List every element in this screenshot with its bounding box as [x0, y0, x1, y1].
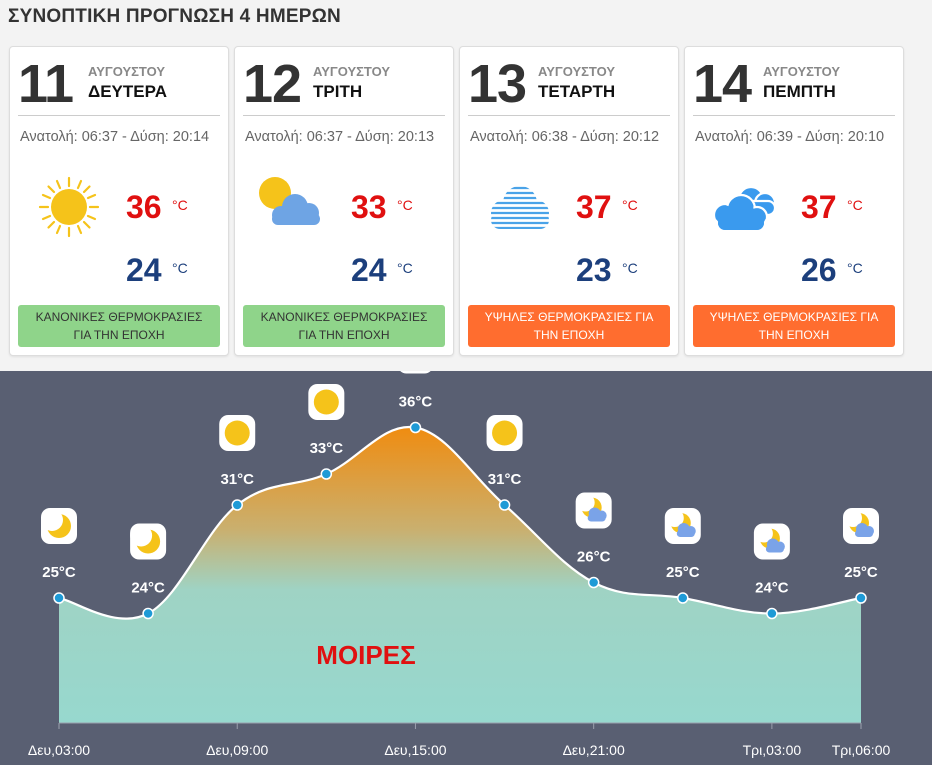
data-label: 24°C [131, 580, 165, 597]
day-card: 11 ΑΥΓΟΥΣΤΟΥ ΔΕΥΤΕΡΑ Ανατολή: 06:37 - Δύ… [9, 46, 229, 356]
sun-icon [486, 415, 523, 451]
min-unit: °C [847, 260, 863, 276]
month-label: ΑΥΓΟΥΣΤΟΥ [88, 64, 166, 79]
page-title: ΣΥΝΟΠΤΙΚΗ ΠΡΟΓΝΩΣΗ 4 ΗΜΕΡΩΝ [8, 6, 341, 27]
max-temperature: 36 [126, 189, 162, 225]
x-tick-label: Δευ,03:00 [28, 742, 90, 758]
day-card: 14 ΑΥΓΟΥΣΤΟΥ ΠΕΜΠΤΗ Ανατολή: 06:39 - Δύσ… [684, 46, 904, 356]
data-point [855, 592, 867, 604]
moon-cloud-icon [753, 523, 790, 560]
data-label: 24°C [755, 580, 789, 597]
min-temperature: 23 [576, 252, 612, 288]
day-number: 13 [468, 54, 527, 114]
month-label: ΑΥΓΟΥΣΤΟΥ [313, 64, 391, 79]
month-label: ΑΥΓΟΥΣΤΟΥ [763, 64, 841, 79]
moon-cloud-icon [575, 492, 612, 529]
min-temperature: 24 [351, 252, 387, 288]
data-point [498, 499, 511, 511]
weekday-label: ΤΕΤΑΡΤΗ [538, 82, 616, 101]
max-temperature: 37 [576, 189, 612, 225]
min-unit: °C [172, 260, 188, 276]
min-temperature: 24 [126, 252, 162, 288]
moon-icon [130, 523, 167, 560]
sunrise-sunset: Ανατολή: 06:37 - Δύση: 20:13 [245, 129, 435, 145]
sun-icon [400, 371, 431, 374]
min-temperature: 26 [801, 252, 837, 288]
month-label: ΑΥΓΟΥΣΤΟΥ [538, 64, 616, 79]
temperature-line [58, 425, 862, 620]
haze-icon [482, 173, 556, 243]
data-label: 33°C [310, 440, 344, 457]
sunrise-sunset: Ανατολή: 06:39 - Δύση: 20:10 [695, 129, 885, 145]
temperature-status-badge: ΚΑΝΟΝΙΚΕΣ ΘΕΡΜΟΚΡΑΣΙΕΣ ΓΙΑ ΤΗΝ ΕΠΟΧΗ [243, 305, 445, 347]
day-card: 12 ΑΥΓΟΥΣΤΟΥ ΤΡΙΤΗ Ανατολή: 06:37 - Δύση… [234, 46, 454, 356]
day-number: 12 [243, 54, 302, 114]
moon-cloud-icon [664, 508, 701, 544]
x-tick-label: Τρι,06:00 [832, 742, 891, 758]
data-point [231, 499, 243, 511]
x-tick-label: Δευ,21:00 [563, 742, 625, 758]
temperature-status-badge: ΚΑΝΟΝΙΚΕΣ ΘΕΡΜΟΚΡΑΣΙΕΣ ΓΙΑ ΤΗΝ ΕΠΟΧΗ [18, 305, 220, 347]
temperature-status-badge: ΥΨΗΛΕΣ ΘΕΡΜΟΚΡΑΣΙΕΣ ΓΙΑ ΤΗΝ ΕΠΟΧΗ [693, 305, 895, 347]
data-point [142, 607, 154, 620]
day-card: 13 ΑΥΓΟΥΣΤΟΥ ΤΕΤΑΡΤΗ Ανατολή: 06:38 - Δύ… [459, 46, 679, 356]
max-temperature: 37 [801, 189, 837, 225]
data-label: 31°C [488, 471, 522, 488]
divider [468, 115, 670, 116]
max-temperature: 33 [351, 189, 387, 225]
min-unit: °C [397, 260, 413, 276]
sunrise-sunset: Ανατολή: 06:38 - Δύση: 20:12 [470, 129, 660, 145]
data-label: 26°C [577, 549, 611, 566]
day-number: 14 [693, 54, 752, 114]
sun-icon [32, 173, 106, 243]
data-label: 31°C [220, 471, 254, 488]
divider [243, 115, 445, 116]
weekday-label: ΔΕΥΤΕΡΑ [88, 82, 167, 101]
data-point [320, 468, 333, 480]
data-point [766, 607, 778, 620]
data-point [409, 421, 422, 434]
data-label: 25°C [844, 564, 878, 581]
divider [18, 115, 220, 116]
temperature-status-badge: ΥΨΗΛΕΣ ΘΕΡΜΟΚΡΑΣΙΕΣ ΓΙΑ ΤΗΝ ΕΠΟΧΗ [468, 305, 670, 347]
temperature-area [59, 426, 861, 723]
x-tick-label: Δευ,09:00 [206, 742, 268, 758]
min-unit: °C [622, 260, 638, 276]
data-label: 25°C [42, 564, 76, 581]
hourly-temperature-chart: ΜΟΙΡΕΣ Δευ,03:00 Δευ,09:00 Δευ,15:00 Δευ,21:… [0, 371, 932, 765]
divider [693, 115, 895, 116]
cloudy-icon [707, 173, 781, 243]
x-tick-label: Δευ,15:00 [384, 742, 446, 758]
max-unit: °C [847, 197, 863, 213]
weekday-label: ΤΡΙΤΗ [313, 82, 363, 101]
moon-icon [41, 508, 77, 544]
data-label: 36°C [399, 394, 433, 411]
data-point [677, 592, 689, 604]
data-point [587, 576, 600, 589]
forecast-cards: 11 ΑΥΓΟΥΣΤΟΥ ΔΕΥΤΕΡΑ Ανατολή: 06:37 - Δύ… [0, 46, 932, 358]
x-tick-label: Τρι,03:00 [743, 742, 802, 758]
day-number: 11 [18, 54, 74, 114]
data-label: 25°C [666, 564, 700, 581]
temperature-area-chart: ΜΟΙΡΕΣ Δευ,03:00 Δευ,09:00 Δευ,15:00 Δευ,21:… [28, 371, 891, 758]
weekday-label: ΠΕΜΠΤΗ [763, 82, 836, 101]
max-unit: °C [172, 197, 188, 213]
max-unit: °C [622, 197, 638, 213]
partly-cloudy-icon [257, 173, 331, 243]
sun-icon [219, 415, 256, 451]
sun-icon [308, 384, 345, 420]
max-unit: °C [397, 197, 413, 213]
chart-center-label: ΜΟΙΡΕΣ [316, 640, 415, 670]
sunrise-sunset: Ανατολή: 06:37 - Δύση: 20:14 [20, 129, 210, 145]
data-point [53, 592, 65, 604]
moon-cloud-icon [843, 508, 879, 544]
